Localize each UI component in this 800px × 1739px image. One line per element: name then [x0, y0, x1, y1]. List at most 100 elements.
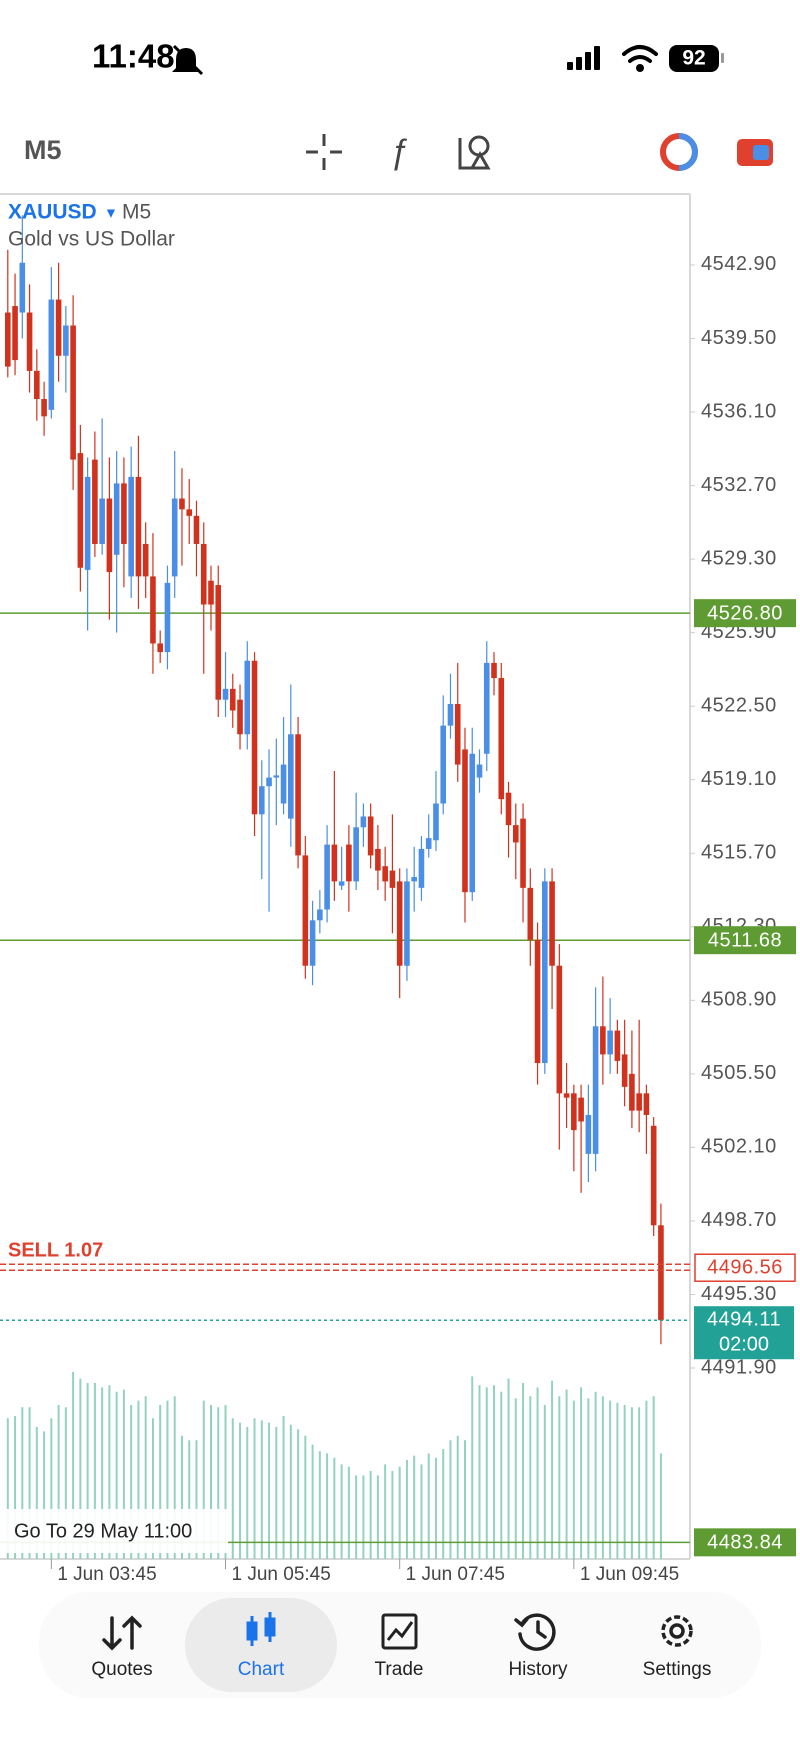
- candle-body: [150, 576, 156, 644]
- y-tick-label: 4508.90: [701, 989, 777, 1011]
- battery-tip: [721, 53, 724, 63]
- indicators-button[interactable]: ƒ: [390, 133, 409, 172]
- candle-body: [193, 515, 200, 544]
- account-button[interactable]: [660, 133, 698, 171]
- candle-body: [389, 870, 396, 888]
- candle-body: [462, 749, 468, 893]
- candle-body: [55, 299, 62, 356]
- nav-tab[interactable]: History: [508, 1659, 568, 1680]
- candle-body: [48, 299, 55, 410]
- candle-body: [251, 660, 258, 815]
- x-tick-label: 1 Jun 09:45: [580, 1564, 679, 1585]
- candle-body: [650, 1125, 657, 1226]
- candle-body: [592, 1026, 599, 1154]
- crosshair-button[interactable]: [306, 134, 342, 170]
- candle-body: [643, 1093, 650, 1115]
- nav-tab[interactable]: Chart: [238, 1659, 285, 1680]
- candle-body: [171, 498, 178, 577]
- candle-body: [99, 498, 105, 544]
- candle-body: [164, 582, 171, 653]
- symbol-dropdown[interactable]: ▼: [104, 205, 118, 221]
- candle-body: [520, 818, 526, 888]
- candle-body: [229, 688, 236, 711]
- price-level-tag: [694, 599, 796, 628]
- y-tick-label: 4542.90: [701, 253, 777, 275]
- candle-body: [498, 678, 505, 800]
- candle-body: [324, 844, 330, 910]
- y-tick-label: 4539.50: [701, 327, 777, 349]
- y-tick-label: 4505.50: [701, 1062, 777, 1084]
- candle-body: [571, 1093, 577, 1131]
- candle-body: [658, 1225, 664, 1321]
- candle-body: [121, 483, 127, 544]
- candle-body: [629, 1073, 635, 1111]
- goto-button[interactable]: Go To 29 May 11:00: [14, 1520, 192, 1542]
- y-tick-label: 4529.30: [701, 547, 777, 569]
- candle-body: [549, 881, 555, 966]
- candle-body: [92, 459, 98, 544]
- candle-body: [157, 643, 163, 653]
- current-price-tag: [694, 1306, 794, 1360]
- y-tick-label: 4532.70: [701, 474, 777, 496]
- candle-body: [113, 483, 120, 555]
- candle-body: [360, 816, 367, 828]
- candle-body: [309, 920, 316, 966]
- candle-body: [418, 848, 425, 888]
- y-tick-label: 4522.50: [701, 694, 777, 716]
- y-tick-label: 4495.30: [701, 1283, 777, 1305]
- candle-body: [244, 660, 251, 735]
- candle-body: [295, 734, 301, 856]
- candle-body: [26, 312, 33, 371]
- candle-body: [70, 325, 76, 460]
- candle-body: [491, 662, 497, 679]
- current-price-label: 4494.11: [707, 1308, 781, 1330]
- trade-button[interactable]: [737, 139, 773, 166]
- candle-body: [585, 1114, 592, 1154]
- price-level-label: 4483.84: [707, 1532, 783, 1554]
- candle-body: [353, 827, 359, 882]
- x-tick-label: 1 Jun 05:45: [232, 1564, 331, 1585]
- objects-button[interactable]: [458, 135, 491, 170]
- history-icon: [514, 1613, 556, 1651]
- wifi-icon: [622, 45, 658, 72]
- candle-body: [77, 453, 84, 568]
- candle-body: [542, 881, 548, 1064]
- y-tick-label: 4498.70: [701, 1209, 777, 1231]
- quotes-icon: [102, 1615, 142, 1651]
- candle-body: [534, 939, 541, 1064]
- candle-body: [5, 312, 11, 367]
- timeframe-button[interactable]: M5: [24, 135, 62, 165]
- candle-body: [302, 855, 309, 966]
- nav-tab[interactable]: Settings: [643, 1659, 712, 1680]
- signal-icon: [567, 46, 600, 70]
- nav-tab[interactable]: Trade: [375, 1659, 424, 1680]
- candle-body: [600, 1026, 606, 1055]
- symbol-description: Gold vs US Dollar: [8, 228, 175, 251]
- candle-body: [505, 792, 512, 826]
- y-tick-label: 4502.10: [701, 1136, 777, 1158]
- candle-body: [34, 370, 40, 400]
- candle-body: [367, 816, 374, 856]
- price-level-label: 4526.80: [707, 602, 783, 624]
- chart-icon: [246, 1612, 276, 1646]
- candle-body: [375, 848, 381, 871]
- candle-body: [266, 777, 272, 787]
- candle-body: [346, 844, 352, 882]
- symbol[interactable]: XAUUSD: [8, 201, 97, 224]
- candle-body: [186, 509, 193, 516]
- y-tick-label: 4536.10: [701, 400, 777, 422]
- candle-body: [607, 1030, 613, 1055]
- candle-body: [382, 866, 388, 882]
- y-tick-label: 4491.90: [701, 1356, 777, 1378]
- candle-body: [396, 881, 403, 966]
- candle-body: [288, 734, 294, 819]
- nav-active-pill: [185, 1598, 337, 1692]
- y-tick-label: 4515.70: [701, 842, 777, 864]
- candle-body: [411, 877, 417, 882]
- nav-tab[interactable]: Quotes: [91, 1659, 152, 1680]
- candle-body: [512, 825, 519, 843]
- candle-body: [433, 803, 439, 841]
- trade-icon: [381, 1613, 418, 1650]
- candle-body: [84, 476, 91, 570]
- candle-body: [128, 476, 134, 577]
